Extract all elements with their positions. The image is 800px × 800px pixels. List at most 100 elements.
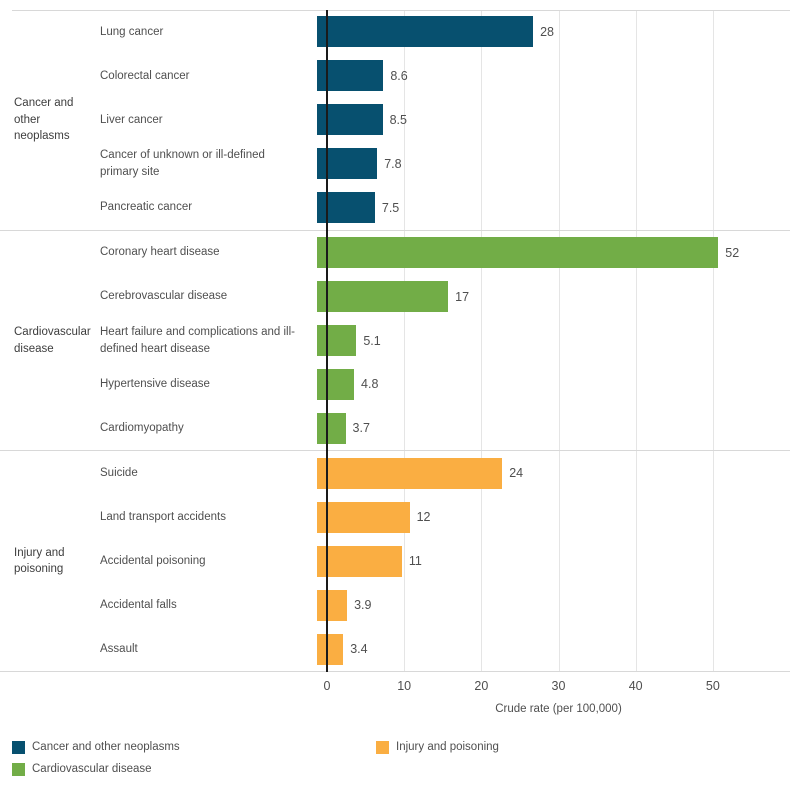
bar[interactable] — [317, 545, 402, 577]
row-label: Heart failure and complications and ill-… — [100, 325, 295, 355]
x-tick-label: 50 — [705, 679, 720, 693]
row-label: Accidental poisoning — [100, 554, 206, 567]
bar[interactable] — [317, 281, 449, 313]
bar-row: Colorectal cancer 8.6 — [100, 54, 790, 98]
legend-swatch-icon — [376, 740, 389, 754]
bar-track: 7.5 — [317, 192, 780, 224]
bar-track: 11 — [317, 545, 780, 577]
value-label: 24 — [509, 466, 524, 481]
bar[interactable] — [317, 457, 503, 489]
row-label: Cerebrovascular disease — [100, 290, 228, 303]
bar[interactable] — [317, 16, 534, 48]
bar-track: 52 — [317, 237, 780, 269]
bar-track: 28 — [317, 16, 780, 48]
bar[interactable] — [317, 237, 719, 269]
bar-row: Hypertensive disease 4.8 — [100, 362, 790, 406]
legend-swatch-icon — [12, 740, 25, 754]
bar-row: Assault 3.4 — [100, 627, 790, 671]
bar-row: Cerebrovascular disease 17 — [100, 275, 790, 319]
gridlines — [327, 10, 790, 672]
bar-row: Liver cancer 8.5 — [100, 98, 790, 142]
legend-label: Cardiovascular disease — [32, 763, 152, 775]
bar-track: 17 — [317, 281, 780, 313]
legend-item[interactable]: Cardiovascular disease — [12, 762, 376, 776]
row-label: Cardiomyopathy — [100, 422, 184, 435]
bar[interactable] — [317, 589, 348, 621]
bar-track: 3.4 — [317, 633, 780, 665]
legend-label: Injury and poisoning — [396, 741, 499, 753]
bar-track: 4.8 — [317, 368, 780, 400]
bar[interactable] — [317, 412, 346, 444]
value-label: 7.5 — [381, 200, 400, 215]
group-label: Injury and poisoning — [14, 546, 65, 576]
gridline — [635, 10, 637, 672]
group-rows: Suicide 24 Land transport accidents 12 Accid… — [100, 451, 790, 671]
bar-row: Accidental poisoning 11 — [100, 539, 790, 583]
value-label: 4.8 — [361, 377, 379, 392]
group-rows: Lung cancer 28 Colorectal cancer 8.6 Liver c… — [100, 10, 790, 230]
bar[interactable] — [317, 60, 384, 92]
row-label: Liver cancer — [100, 113, 163, 126]
legend: Cancer and other neoplasms Cardiovascular… — [12, 736, 499, 780]
value-label: 3.4 — [350, 642, 368, 657]
bar-track: 3.9 — [317, 589, 780, 621]
bar-track: 24 — [317, 457, 780, 489]
value-label: 7.8 — [384, 156, 402, 171]
y-axis-line — [326, 10, 328, 672]
row-label: Hypertensive disease — [100, 378, 210, 391]
legend-item[interactable]: Cancer and other neoplasms — [12, 740, 376, 754]
legend-swatch-icon — [12, 762, 25, 776]
bar-row: Land transport accidents 12 — [100, 495, 790, 539]
bar-row: Suicide 24 — [100, 451, 790, 495]
row-label: Pancreatic cancer — [100, 201, 193, 214]
value-label: 52 — [725, 245, 740, 260]
value-label: 12 — [416, 510, 431, 525]
gridline — [481, 10, 483, 672]
x-tick-label: 20 — [474, 679, 489, 693]
bar-row: Cardiomyopathy 3.7 — [100, 406, 790, 450]
value-label: 11 — [408, 554, 422, 569]
value-label: 5.1 — [363, 333, 381, 348]
group-label: Cancer and other neoplasms — [14, 96, 74, 143]
row-label: Cancer of unknown or ill-defined primary… — [100, 149, 265, 178]
row-label: Accidental falls — [100, 598, 177, 611]
bar[interactable] — [317, 368, 355, 400]
bar-row: Heart failure and complications and ill-… — [100, 319, 790, 363]
gridline — [558, 10, 560, 672]
group-section: Cancer and other neoplasms Lung cancer 28 C… — [0, 10, 790, 231]
value-label: 8.6 — [390, 68, 408, 83]
bar-track: 3.7 — [317, 412, 780, 444]
row-label: Colorectal cancer — [100, 69, 190, 82]
bar-row: Pancreatic cancer 7.5 — [100, 186, 790, 230]
bar-row: Coronary heart disease 52 — [100, 231, 790, 275]
bar[interactable] — [317, 325, 357, 357]
row-label: Assault — [100, 642, 138, 655]
x-tick-label: 30 — [551, 679, 566, 693]
legend-item[interactable]: Injury and poisoning — [376, 740, 499, 754]
row-label: Lung cancer — [100, 25, 164, 38]
gridline — [712, 10, 714, 672]
legend-label: Cancer and other neoplasms — [32, 741, 180, 753]
value-label: 8.5 — [389, 112, 407, 127]
bar-track: 8.5 — [317, 104, 780, 136]
gridline — [404, 10, 406, 672]
value-label: 28 — [540, 24, 554, 39]
bar-track: 12 — [317, 501, 780, 533]
category-groups: Cancer and other neoplasms Lung cancer 28 C… — [0, 10, 790, 673]
group-rows: Coronary heart disease 52 Cerebrovascular … — [100, 231, 790, 451]
bar-track: 7.8 — [317, 148, 780, 180]
value-label: 3.9 — [354, 598, 372, 613]
x-tick-label: 40 — [628, 679, 643, 693]
bar[interactable] — [317, 501, 410, 533]
x-tick-label: 10 — [397, 679, 412, 693]
value-label: 17 — [455, 289, 470, 304]
bar-row: Cancer of unknown or ill-defined primary… — [100, 142, 790, 186]
bar-row: Accidental falls 3.9 — [100, 583, 790, 627]
chart-top-border — [12, 10, 790, 11]
group-section: Injury and poisoning Suicide 24 Land transp… — [0, 451, 790, 673]
bar[interactable] — [317, 633, 344, 665]
x-axis: 0 10 20 30 40 50 — [0, 679, 800, 695]
row-label: Coronary heart disease — [100, 246, 220, 259]
x-axis-title: Crude rate (per 100,000) — [495, 703, 622, 715]
